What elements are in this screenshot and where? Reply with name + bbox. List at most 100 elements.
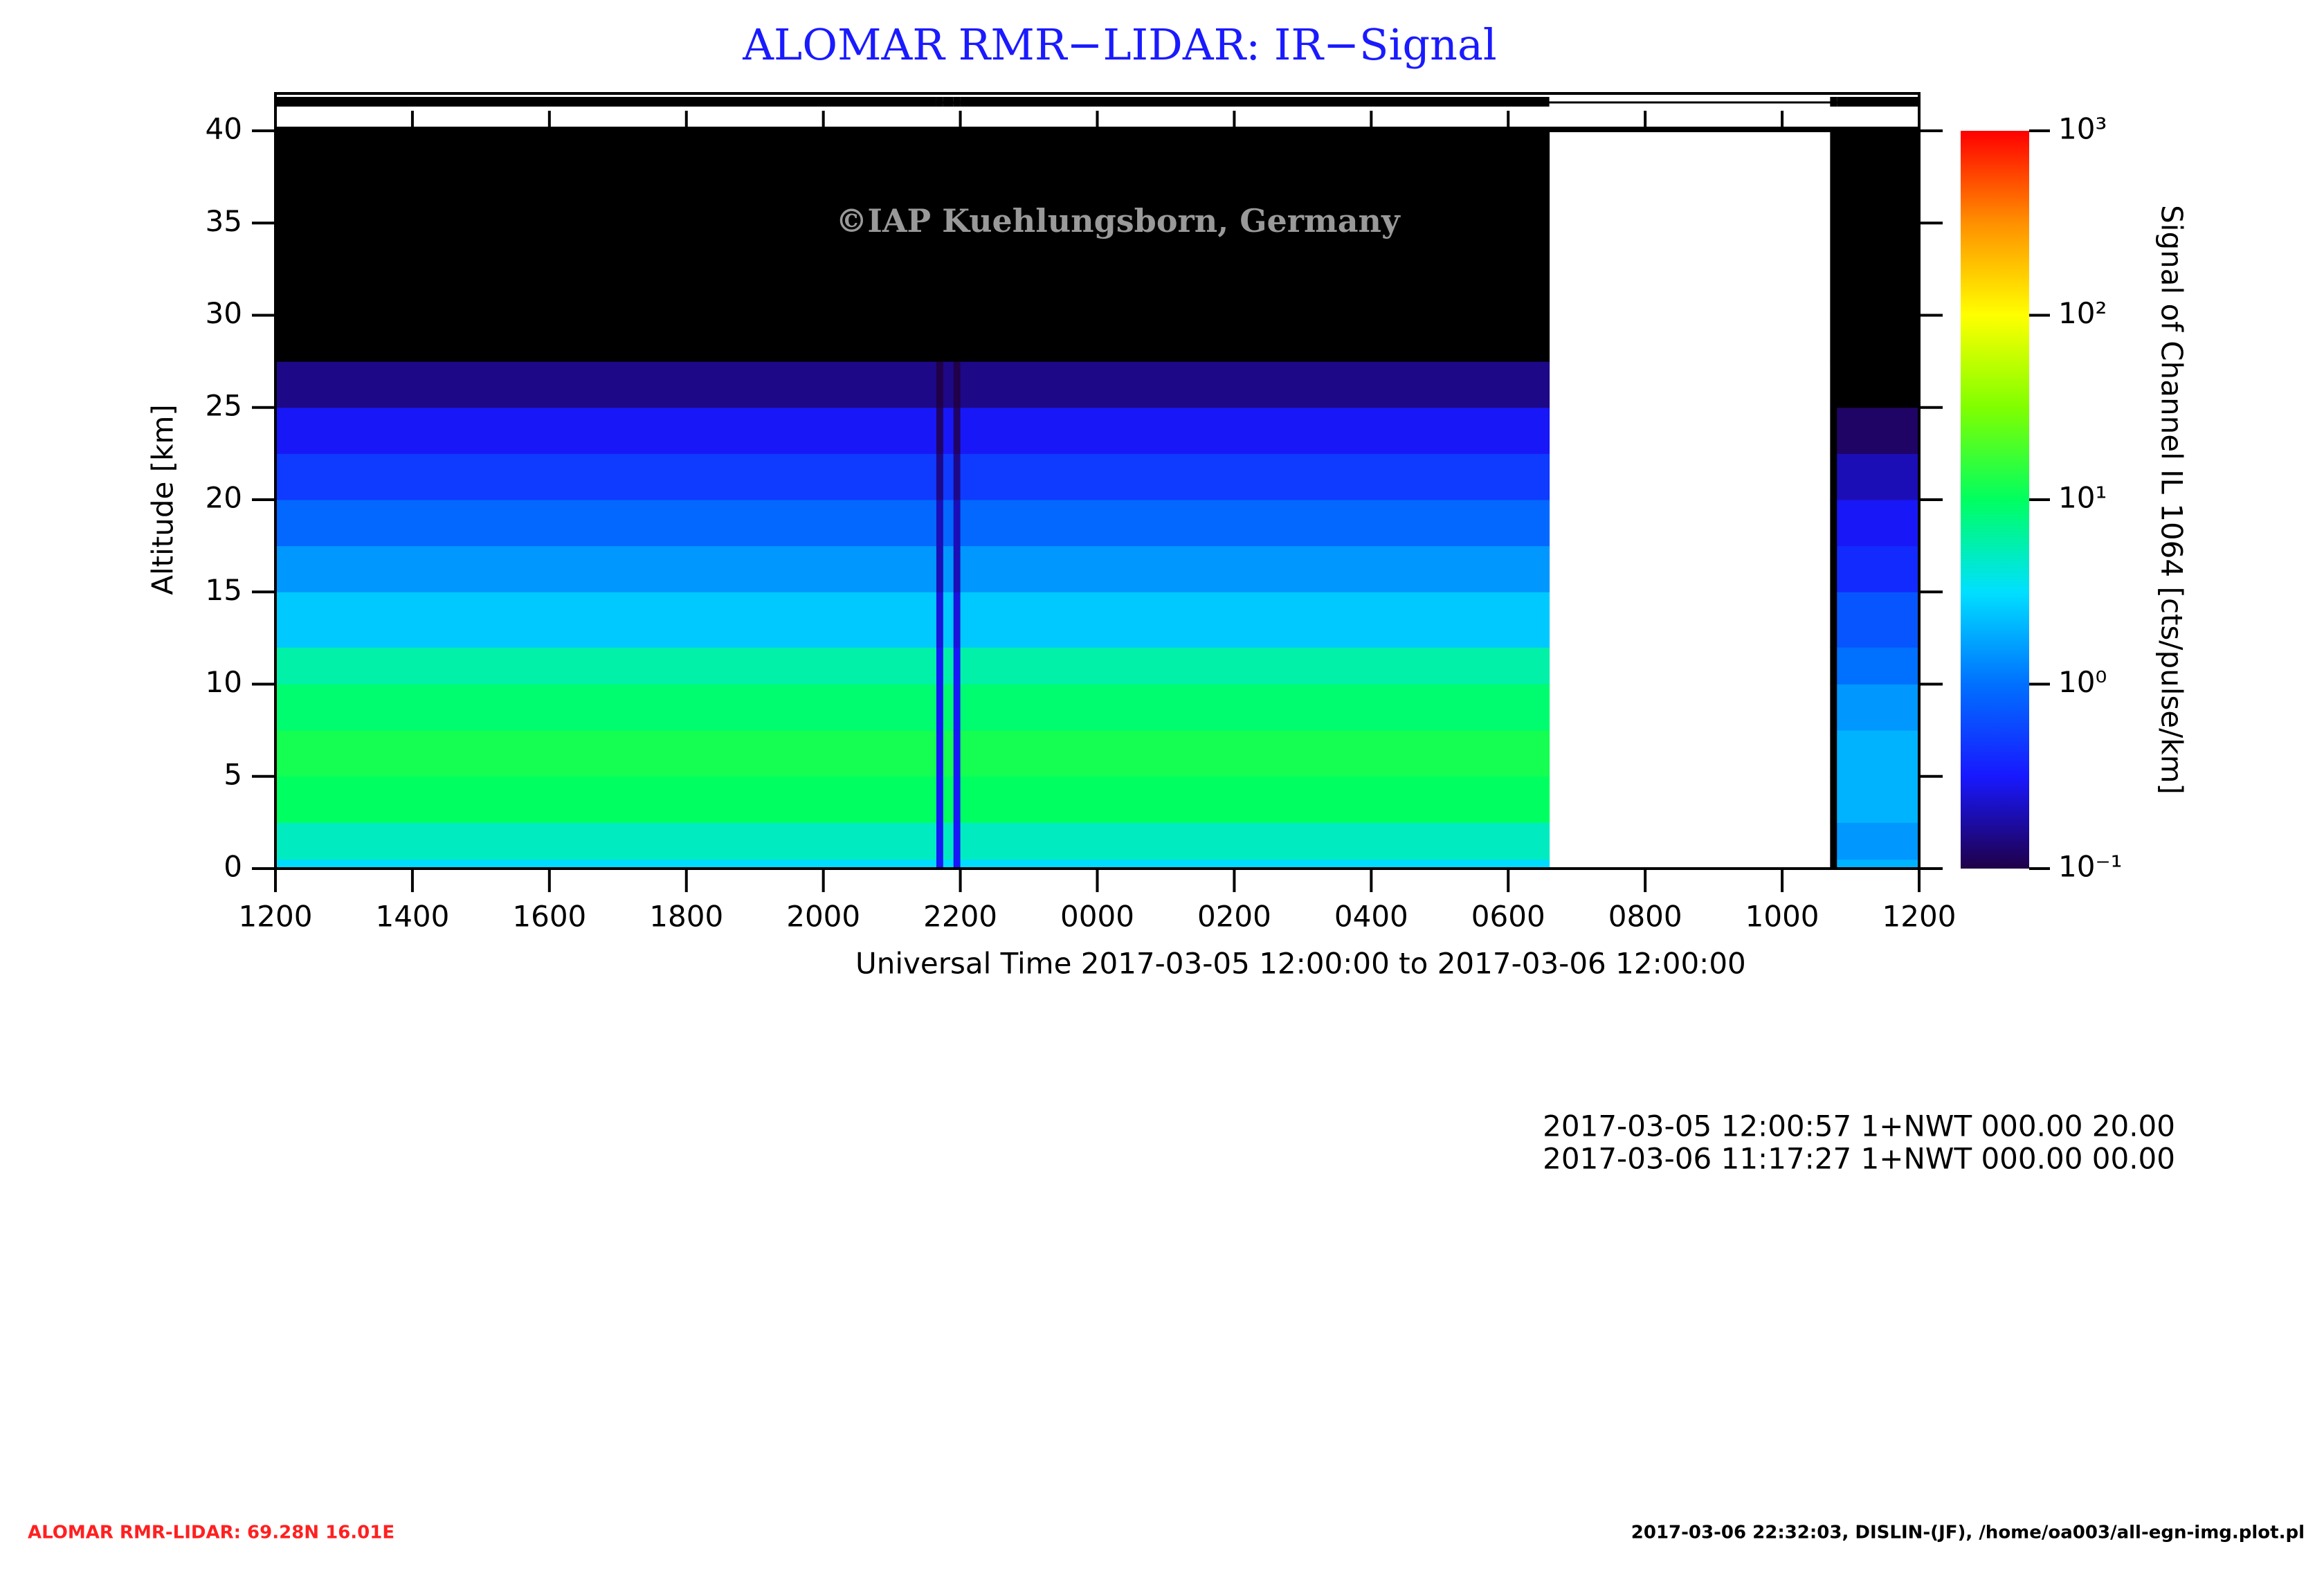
heatmap-cell xyxy=(936,822,944,860)
y-axis-label: Altitude [km] xyxy=(146,404,180,595)
x-tick-label: 2200 xyxy=(923,900,997,934)
heatmap-cell xyxy=(960,361,1550,408)
heatmap-cell xyxy=(1830,776,1837,823)
availability-bar xyxy=(953,97,961,107)
y-tick-label: 20 xyxy=(206,481,242,515)
heatmap-cell xyxy=(1837,859,1920,869)
heatmap-cell xyxy=(1837,545,1920,592)
y-tick-label: 10 xyxy=(206,665,242,699)
heatmap-cell xyxy=(943,592,954,648)
heatmap-cell xyxy=(953,776,961,823)
y-tick-label: 40 xyxy=(206,112,242,146)
watermark: ©IAP Kuehlungsborn, Germany xyxy=(835,202,1401,239)
y-tick-label: 30 xyxy=(206,296,242,330)
x-tick-label: 0000 xyxy=(1060,900,1134,934)
heatmap-cell xyxy=(275,407,937,454)
heatmap-cell xyxy=(960,315,1550,362)
x-tick-label: 0400 xyxy=(1334,900,1408,934)
heatmap-cell xyxy=(1830,684,1837,731)
heatmap-cell xyxy=(1830,730,1837,777)
x-tick-label: 0200 xyxy=(1197,900,1271,934)
heatmap-cell xyxy=(1837,592,1920,648)
heatmap-cell xyxy=(953,315,961,362)
heatmap-cell xyxy=(953,361,961,408)
colorbar-tick-label: 10³ xyxy=(2058,112,2107,146)
heatmap-cell xyxy=(953,407,961,454)
heatmap-cell xyxy=(275,859,937,869)
heatmap-cell xyxy=(275,361,937,408)
heatmap-cell xyxy=(275,500,937,547)
x-axis-label: Universal Time 2017-03-05 12:00:00 to 20… xyxy=(855,947,1746,981)
info-line: 2017-03-05 12:00:57 1+NWT 000.00 20.00 xyxy=(1543,1109,2175,1143)
chart-title: ALOMAR RMR−LIDAR: IR−Signal xyxy=(742,19,1496,70)
heatmap-cell xyxy=(1830,453,1837,500)
heatmap-cell xyxy=(960,407,1550,454)
heatmap-cell xyxy=(943,647,954,684)
heatmap-cell xyxy=(275,684,937,731)
heatmap-cell xyxy=(960,592,1550,648)
heatmap-cell xyxy=(275,545,937,592)
heatmap-cell xyxy=(275,453,937,500)
heatmap-cell xyxy=(953,131,961,316)
heatmap-cell xyxy=(960,776,1550,823)
x-tick-label: 1800 xyxy=(649,900,723,934)
heatmap-cell xyxy=(960,730,1550,777)
heatmap-cell xyxy=(1837,647,1920,684)
heatmap-cell xyxy=(943,453,954,500)
heatmap-cell xyxy=(960,500,1550,547)
x-tick-label: 1200 xyxy=(1882,900,1957,934)
heatmap-cell xyxy=(1830,859,1837,869)
x-tick-label: 0600 xyxy=(1471,900,1545,934)
heatmap-cell xyxy=(1830,407,1837,454)
heatmap-cell xyxy=(943,500,954,547)
availability-bar xyxy=(960,97,1550,107)
heatmap-cell xyxy=(953,453,961,500)
heatmap-cell xyxy=(936,361,944,408)
footer-right: 2017-03-06 22:32:03, DISLIN-(JF), /home/… xyxy=(1631,1523,2305,1543)
colorbar-label: Signal of Channel IL 1064 [cts/pulse/km] xyxy=(2155,205,2189,795)
y-tick-label: 25 xyxy=(206,388,242,422)
heatmap-cell xyxy=(953,647,961,684)
heatmap-cell xyxy=(1837,315,1920,362)
availability-bar xyxy=(1837,97,1919,107)
heatmap-cell xyxy=(943,131,954,316)
heatmap-cell xyxy=(1830,592,1837,648)
heatmap-cell xyxy=(275,822,937,860)
colorbar-tick-label: 10⁰ xyxy=(2058,665,2107,699)
heatmap-cell xyxy=(1837,730,1920,777)
colorbar-tick-label: 10² xyxy=(2058,296,2107,330)
heatmap-cell xyxy=(275,647,937,684)
heatmap-cell xyxy=(936,453,944,500)
heatmap-cell xyxy=(1830,361,1837,408)
y-tick-label: 5 xyxy=(224,757,242,791)
heatmap-cell xyxy=(960,822,1550,860)
heatmap-cell xyxy=(936,131,944,316)
heatmap-cell xyxy=(943,407,954,454)
heatmap-cell xyxy=(960,859,1550,869)
heatmap-cell xyxy=(960,131,1550,316)
heatmap-cell xyxy=(936,859,944,869)
heatmap-cell xyxy=(960,647,1550,684)
heatmap-cell xyxy=(943,859,954,869)
heatmap-cell xyxy=(1830,315,1837,362)
heatmap-cell xyxy=(1837,361,1920,408)
heatmap-cell xyxy=(943,315,954,362)
heatmap-cell xyxy=(943,361,954,408)
heatmap-cell xyxy=(1837,822,1920,860)
colorbar xyxy=(1961,131,2029,869)
heatmap-cell xyxy=(1837,453,1920,500)
info-line: 2017-03-06 11:17:27 1+NWT 000.00 00.00 xyxy=(1543,1142,2175,1176)
heatmap-cell xyxy=(960,453,1550,500)
x-tick-label: 1200 xyxy=(239,900,313,934)
heatmap-cell xyxy=(1837,776,1920,823)
availability-bar xyxy=(275,97,936,107)
heatmap-cell xyxy=(1837,407,1920,454)
heatmap-cell xyxy=(953,592,961,648)
heatmap-cell xyxy=(943,776,954,823)
heatmap-cell xyxy=(1830,131,1837,316)
availability-bar xyxy=(1830,97,1837,107)
heatmap-cell xyxy=(953,822,961,860)
heatmap-cell xyxy=(943,730,954,777)
heatmap-cell xyxy=(1837,500,1920,547)
